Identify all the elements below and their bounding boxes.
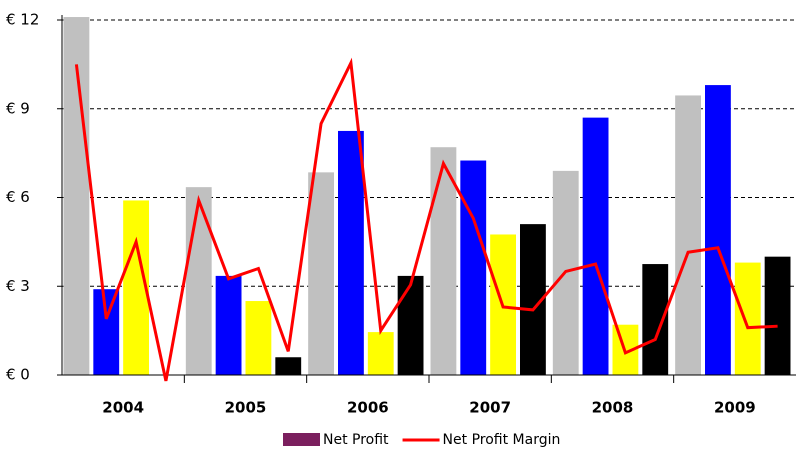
- x-tick-label: 2004: [102, 399, 144, 417]
- bar: [185, 187, 212, 375]
- bar: [734, 262, 761, 375]
- bar: [308, 172, 334, 375]
- legend-label: Net Profit Margin: [443, 432, 561, 448]
- bar: [764, 256, 791, 375]
- legend: Net Profit Net Profit Margin: [283, 432, 560, 448]
- bar: [245, 301, 272, 375]
- bar: [275, 357, 302, 375]
- legend-label: Net Profit: [323, 432, 389, 448]
- bar: [705, 85, 731, 375]
- bar: [397, 275, 424, 375]
- bar: [367, 332, 394, 375]
- x-tick-label: 2007: [469, 399, 511, 417]
- bar: [338, 130, 364, 375]
- bar: [582, 117, 609, 375]
- bar: [215, 275, 242, 375]
- x-tick-label: 2009: [714, 399, 756, 417]
- x-tick-label: 2008: [592, 399, 634, 417]
- bar: [675, 95, 701, 375]
- bar: [93, 289, 120, 375]
- line: [74, 57, 778, 382]
- bar: [460, 160, 487, 375]
- x-tick-label: 2005: [225, 399, 267, 417]
- x-tick-label: 2006: [347, 399, 389, 417]
- y-tick-label: € 9: [6, 99, 30, 117]
- y-tick-label: € 0: [6, 366, 30, 384]
- y-tick-label: € 3: [6, 277, 30, 295]
- legend-swatch: [283, 433, 320, 446]
- y-tick-label: € 12: [6, 11, 39, 29]
- y-tick-label: € 6: [6, 188, 30, 206]
- bar: [430, 147, 457, 375]
